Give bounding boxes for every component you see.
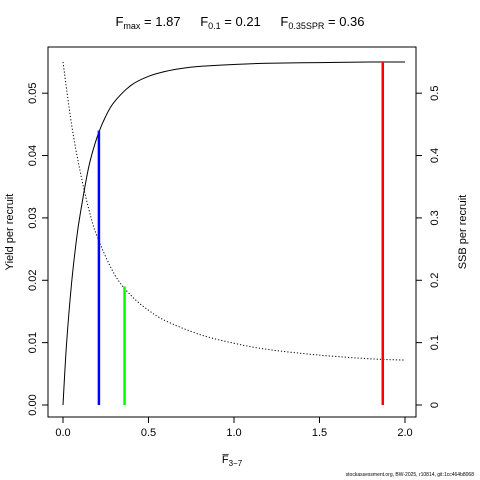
y-left-tick-label: 0.01 (27, 332, 39, 353)
x-tick-label: 1.0 (226, 427, 241, 439)
y-right-tick-label: 0.2 (429, 273, 441, 288)
f01-label: F0.1 = 0.21 (200, 14, 261, 31)
yield-per-recruit-line (62, 61, 406, 406)
y-axis-right: 0 0.1 0.2 0.3 0.4 0.5 (415, 86, 441, 408)
ssb-per-recruit-line (62, 61, 406, 361)
y-left-tick-label: 0.05 (27, 82, 39, 103)
y-left-tick-label: 0.04 (27, 145, 39, 166)
x-axis: 0.0 0.5 1.0 1.5 2.0 (55, 416, 413, 439)
y-right-tick-label: 0.5 (429, 86, 441, 101)
x-tick-label: 1.5 (312, 427, 327, 439)
y-left-tick-label: 0.00 (27, 394, 39, 415)
y-left-tick-label: 0.02 (27, 270, 39, 291)
y-right-tick-label: 0 (429, 402, 441, 408)
x-tick-label: 2.0 (397, 427, 412, 439)
y-left-tick-label: 0.03 (27, 207, 39, 228)
x-tick-label: 0.0 (55, 427, 70, 439)
y-axis-right-title: SSB per recruit (457, 195, 469, 270)
y-axis-left: 0.00 0.01 0.02 0.03 0.04 0.05 (27, 82, 49, 416)
y-right-tick-label: 0.4 (429, 148, 441, 163)
x-tick-label: 0.5 (141, 427, 156, 439)
fmax-label: Fmax = 1.87 (115, 14, 181, 31)
reference-lines (97, 62, 385, 405)
y-axis-left-title: Yield per recruit (4, 194, 16, 271)
series-group (62, 61, 406, 406)
y-right-tick-label: 0.3 (429, 210, 441, 225)
y-right-tick-label: 0.1 (429, 335, 441, 350)
chart-title: Fmax = 1.87 F0.1 = 0.21 F0.35SPR = 0.36 (0, 14, 480, 31)
plot-frame (47, 46, 417, 418)
fspr-label: F0.35SPR = 0.36 (280, 14, 365, 31)
x-axis-title: F̅3−7 (221, 454, 242, 468)
footer-source: stockassessment.org, BW-2025, r10814, gi… (345, 472, 474, 478)
